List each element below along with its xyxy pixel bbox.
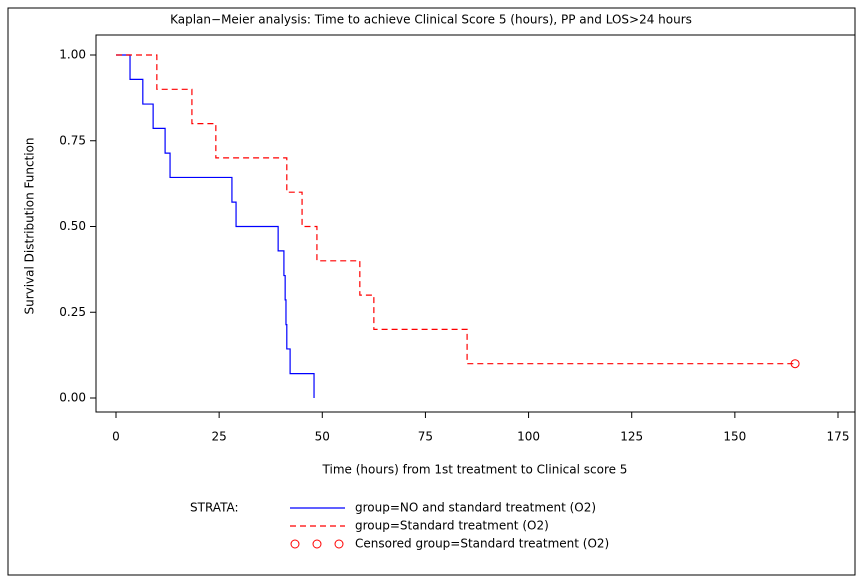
x-tick-label: 125	[620, 430, 643, 444]
x-tick-label: 100	[517, 430, 540, 444]
y-axis-title: Survival Distribution Function	[23, 137, 37, 314]
x-tick-label: 0	[112, 430, 120, 444]
legend-label: Censored group=Standard treatment (O2)	[355, 537, 609, 551]
x-tick-label: 175	[827, 430, 850, 444]
x-tick-label: 75	[418, 430, 433, 444]
legend-label: group=Standard treatment (O2)	[355, 519, 549, 533]
x-tick-label: 50	[315, 430, 330, 444]
survival-line	[116, 54, 315, 398]
y-tick-label: 0.25	[59, 305, 86, 319]
plot-frame	[95, 34, 856, 413]
y-tick-label: 1.00	[59, 48, 86, 62]
legend-swatch	[334, 539, 344, 549]
legend-swatch	[290, 539, 300, 549]
legend-swatch	[312, 539, 322, 549]
censored-marker	[790, 359, 800, 369]
y-tick-label: 0.50	[59, 219, 86, 233]
y-tick-label: 0.00	[59, 391, 86, 405]
survival-line	[116, 54, 796, 365]
y-tick-label: 0.75	[59, 133, 86, 147]
legend-label: group=NO and standard treatment (O2)	[355, 501, 596, 515]
frame	[7, 7, 856, 576]
legend-title: STRATA:	[190, 501, 239, 515]
x-axis-title: Time (hours) from 1st treatment to Clini…	[322, 463, 628, 477]
x-tick-label: 25	[212, 430, 227, 444]
x-tick-label: 150	[723, 430, 746, 444]
chart-title: Kaplan−Meier analysis: Time to achieve C…	[170, 13, 692, 27]
